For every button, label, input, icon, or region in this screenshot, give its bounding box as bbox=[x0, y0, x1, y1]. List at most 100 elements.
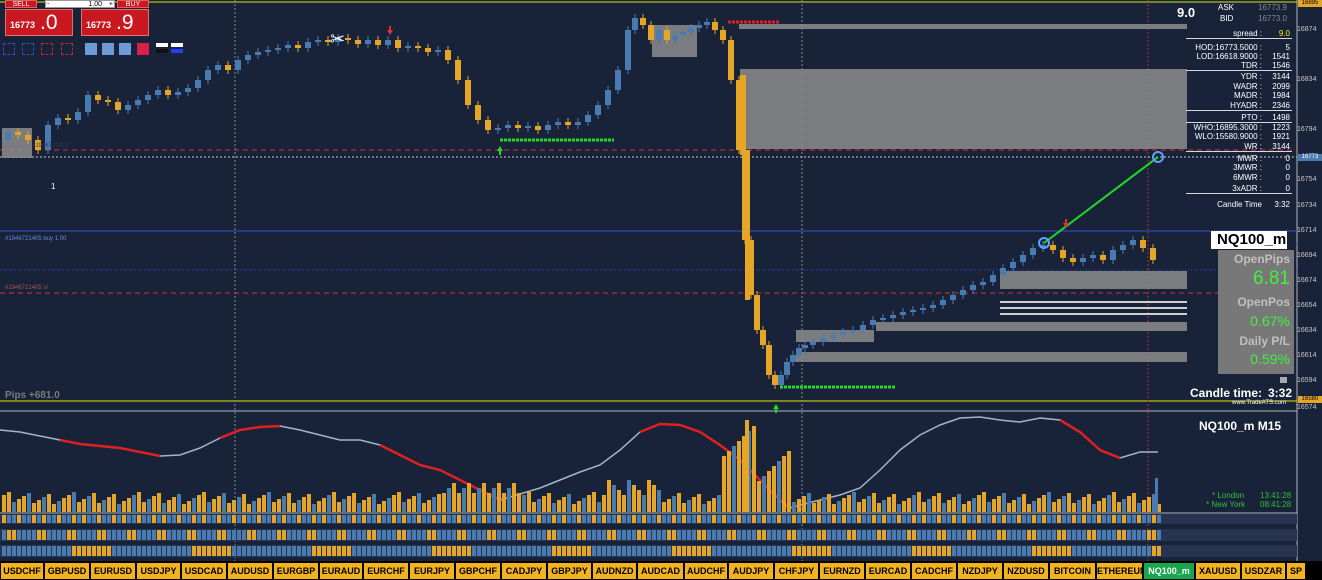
line-blue-icon[interactable] bbox=[171, 49, 183, 53]
strength-bar bbox=[1077, 530, 1081, 540]
candle bbox=[830, 335, 836, 338]
symbol-tab[interactable]: AUDCAD bbox=[638, 563, 684, 579]
symbol-tab[interactable]: BITCOIN bbox=[1050, 563, 1096, 579]
symbol-tab[interactable]: EURAUD bbox=[320, 563, 363, 579]
strength-bar bbox=[182, 515, 186, 523]
strength-bar bbox=[222, 546, 226, 556]
strength-bar bbox=[702, 515, 706, 523]
panel-toggle-icon[interactable] bbox=[1280, 377, 1287, 383]
symbol-tab[interactable]: NZDUSD bbox=[1004, 563, 1049, 579]
strength-bar bbox=[92, 546, 96, 556]
strength-bar bbox=[1107, 530, 1111, 540]
sell-price-button[interactable]: 16773 .0 bbox=[5, 9, 73, 36]
rect-tool-icon[interactable] bbox=[41, 43, 53, 55]
strength-bar bbox=[667, 546, 671, 556]
color-swatch-icon[interactable] bbox=[102, 43, 114, 55]
strength-bar bbox=[782, 546, 786, 556]
symbol-tab[interactable]: USDCHF bbox=[1, 563, 44, 579]
strength-bar bbox=[107, 530, 111, 540]
color-swatch-icon[interactable] bbox=[119, 43, 131, 55]
strength-bar bbox=[117, 530, 121, 540]
symbol-tab[interactable]: AUDCHF bbox=[685, 563, 728, 579]
symbol-tab[interactable]: EURNZD bbox=[820, 563, 865, 579]
strength-bar bbox=[247, 530, 251, 540]
symbol-tab[interactable]: CHFJPY bbox=[775, 563, 819, 579]
symbol-tab[interactable]: AUDNZD bbox=[593, 563, 637, 579]
candle bbox=[766, 345, 772, 375]
decrease-lot-button[interactable]: - bbox=[47, 1, 50, 8]
strength-bar bbox=[432, 530, 436, 540]
symbol-tab[interactable]: EURUSD bbox=[91, 563, 136, 579]
lot-size-stepper[interactable]: - 1.00 + bbox=[45, 0, 115, 8]
rect-tool-icon[interactable] bbox=[22, 43, 34, 55]
zone-line bbox=[1000, 307, 1187, 309]
strength-bar bbox=[42, 530, 46, 540]
symbol-tab[interactable]: GBPCHF bbox=[456, 563, 501, 579]
strength-bar bbox=[437, 546, 441, 556]
info-row-value: 2346 bbox=[1272, 101, 1290, 110]
strength-bar bbox=[807, 530, 811, 540]
rect-tool-icon[interactable] bbox=[3, 43, 15, 55]
price-chart[interactable]: ✂ bbox=[0, 0, 1322, 561]
volume-bar bbox=[7, 492, 11, 512]
strength-bar bbox=[752, 530, 756, 540]
symbol-tab[interactable]: NZDJPY bbox=[958, 563, 1003, 579]
strength-bar bbox=[852, 515, 856, 523]
strength-bar bbox=[1072, 546, 1076, 556]
strength-bar bbox=[922, 530, 926, 540]
symbol-tab[interactable]: EURGBP bbox=[274, 563, 319, 579]
strength-bar bbox=[257, 546, 261, 556]
volume-bar bbox=[457, 493, 461, 512]
symbol-tab[interactable]: USDJPY bbox=[137, 563, 181, 579]
info-row: HYADR : 2346 bbox=[1186, 101, 1292, 111]
strength-bar bbox=[842, 530, 846, 540]
color-swatch-icon[interactable] bbox=[85, 43, 97, 55]
volume-bar bbox=[982, 492, 986, 512]
strength-bar bbox=[327, 546, 331, 556]
symbol-tab[interactable]: ETHEREUM bbox=[1097, 563, 1148, 579]
volume-bar bbox=[672, 496, 676, 512]
symbol-tab[interactable]: CADCHF bbox=[912, 563, 957, 579]
info-row-value: 1921 bbox=[1272, 132, 1290, 141]
sell-button[interactable]: SELL bbox=[5, 0, 37, 8]
symbol-tab[interactable]: EURCHF bbox=[364, 563, 409, 579]
symbol-tab[interactable]: EURJPY bbox=[410, 563, 455, 579]
symbol-tab[interactable]: GBPJPY bbox=[548, 563, 592, 579]
info-row: WHO:16895.3000 : 1223 bbox=[1186, 123, 1292, 133]
lot-size-value[interactable]: 1.00 bbox=[88, 1, 102, 8]
candle bbox=[25, 135, 31, 140]
strength-bar bbox=[447, 515, 451, 523]
volume-bar bbox=[1132, 493, 1136, 512]
strength-bar bbox=[742, 530, 746, 540]
volume-bar bbox=[387, 498, 391, 512]
symbol-tab[interactable]: CADJPY bbox=[502, 563, 547, 579]
symbol-tab[interactable]: XAUUSD bbox=[1196, 563, 1241, 579]
strength-bar bbox=[1017, 515, 1021, 523]
strength-bar bbox=[212, 546, 216, 556]
line-white-icon[interactable] bbox=[171, 43, 183, 47]
rect-tool-icon[interactable] bbox=[61, 43, 73, 55]
color-swatch-icon[interactable] bbox=[137, 43, 149, 55]
volume-bar bbox=[937, 493, 941, 512]
symbol-tab[interactable]: SP bbox=[1287, 563, 1306, 579]
symbol-tab[interactable]: USDCAD bbox=[182, 563, 227, 579]
strength-bar bbox=[407, 530, 411, 540]
symbol-tab[interactable]: AUDJPY bbox=[729, 563, 774, 579]
symbol-tab[interactable]: NQ100_m bbox=[1144, 563, 1195, 579]
symbol-tab[interactable]: GBPUSD bbox=[45, 563, 90, 579]
strength-bar bbox=[227, 546, 231, 556]
strength-bar bbox=[1037, 515, 1041, 523]
symbol-tab[interactable]: EURCAD bbox=[866, 563, 911, 579]
symbol-tab[interactable]: USDZAR bbox=[1242, 563, 1286, 579]
increase-lot-button[interactable]: + bbox=[108, 1, 113, 8]
buy-button[interactable]: BUY bbox=[117, 0, 149, 8]
strength-bar bbox=[507, 515, 511, 523]
volume-bar bbox=[577, 501, 581, 512]
line-white-icon[interactable] bbox=[156, 43, 168, 47]
strength-bar bbox=[882, 546, 886, 556]
strength-bar bbox=[857, 546, 861, 556]
buy-price-button[interactable]: 16773 .9 bbox=[81, 9, 149, 36]
line-black-icon[interactable] bbox=[156, 49, 168, 53]
symbol-tab[interactable]: AUDUSD bbox=[228, 563, 273, 579]
volume-bar bbox=[1107, 495, 1111, 512]
